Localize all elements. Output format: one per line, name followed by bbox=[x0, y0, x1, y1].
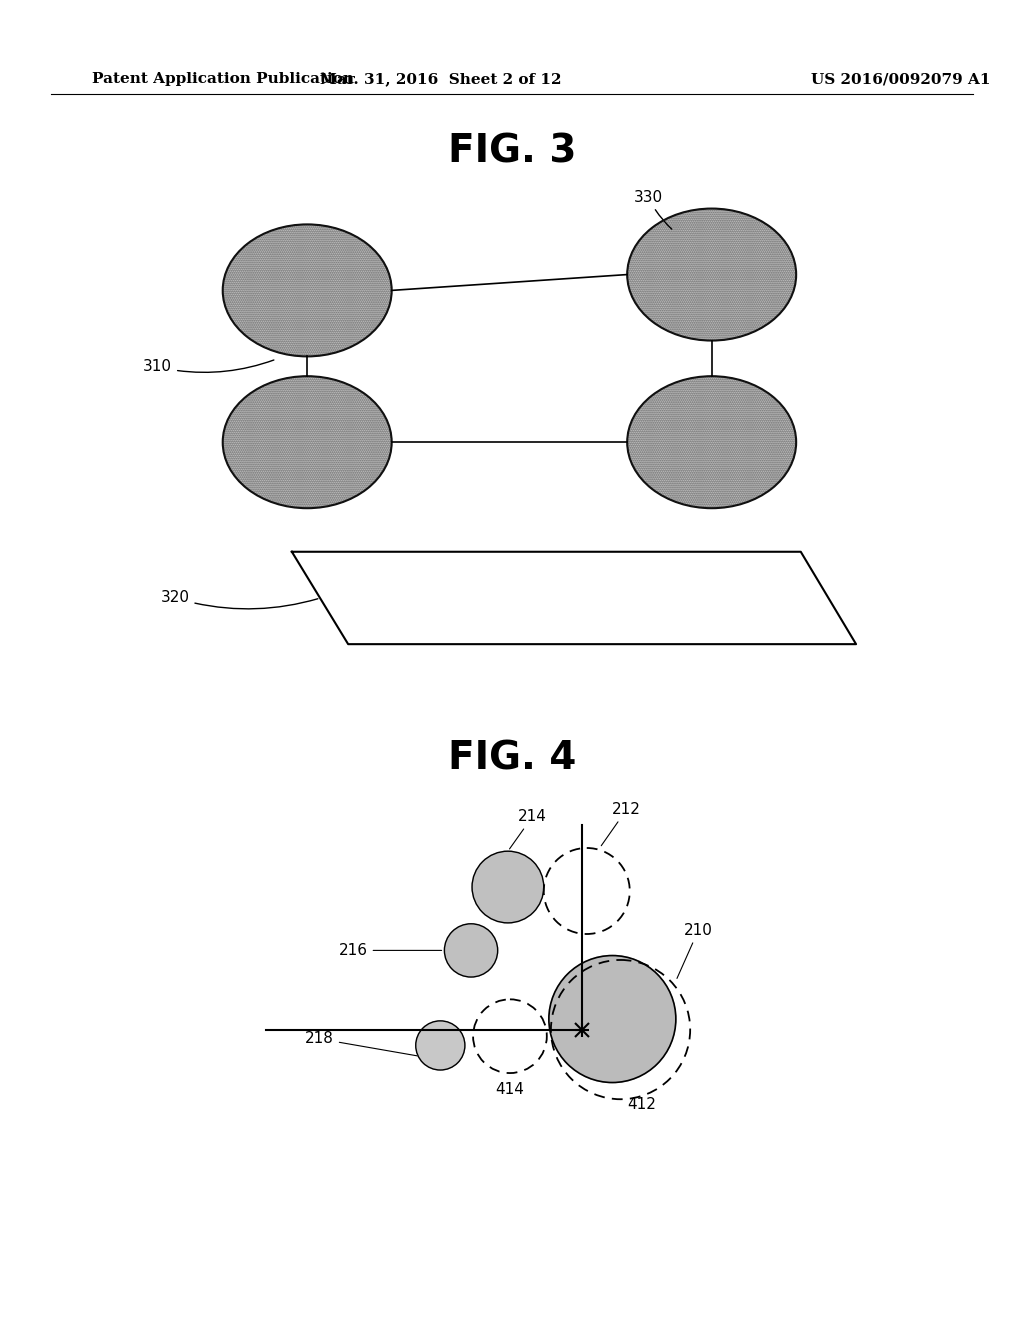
Ellipse shape bbox=[222, 224, 391, 356]
Text: 216: 216 bbox=[339, 942, 441, 958]
Text: 414: 414 bbox=[496, 1082, 524, 1097]
Text: 310: 310 bbox=[143, 359, 273, 375]
Text: 320: 320 bbox=[161, 590, 317, 609]
Text: Patent Application Publication: Patent Application Publication bbox=[92, 73, 354, 86]
Text: 330: 330 bbox=[634, 190, 672, 230]
Text: 210: 210 bbox=[677, 923, 713, 978]
Ellipse shape bbox=[627, 209, 797, 341]
Circle shape bbox=[416, 1020, 465, 1071]
Text: FIG. 3: FIG. 3 bbox=[447, 133, 577, 170]
Ellipse shape bbox=[222, 376, 391, 508]
Ellipse shape bbox=[627, 376, 797, 508]
Circle shape bbox=[444, 924, 498, 977]
Text: 218: 218 bbox=[305, 1031, 425, 1057]
Text: FIG. 4: FIG. 4 bbox=[447, 741, 577, 777]
Text: US 2016/0092079 A1: US 2016/0092079 A1 bbox=[811, 73, 991, 86]
Text: 214: 214 bbox=[510, 809, 547, 849]
Text: Mar. 31, 2016  Sheet 2 of 12: Mar. 31, 2016 Sheet 2 of 12 bbox=[319, 73, 561, 86]
Circle shape bbox=[472, 851, 544, 923]
Text: 412: 412 bbox=[627, 1097, 655, 1113]
Text: 212: 212 bbox=[601, 801, 641, 846]
Polygon shape bbox=[292, 552, 856, 644]
Circle shape bbox=[549, 956, 676, 1082]
